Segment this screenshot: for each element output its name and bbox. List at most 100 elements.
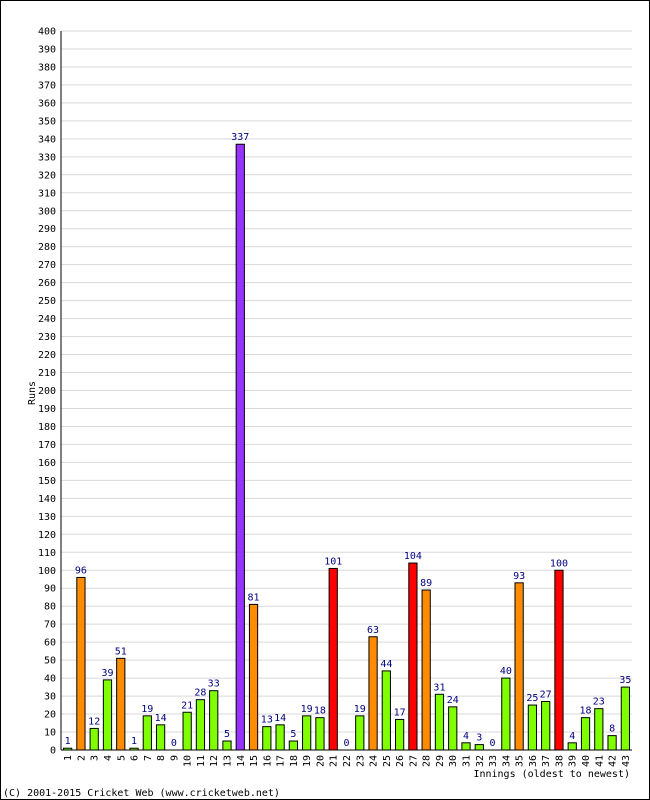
bar (209, 690, 219, 751)
data-label: 35 (619, 675, 631, 686)
x-tick-label: 20 (315, 755, 326, 767)
x-tick-label: 9 (169, 755, 180, 761)
data-label: 18 (314, 706, 326, 717)
data-label: 51 (115, 646, 127, 657)
data-label: 13 (261, 715, 273, 726)
bar (607, 735, 617, 751)
y-axis-ticks: 0 10 20 30 40 50 60 70 80 90 100 110 120 130 140 150 160… (38, 27, 56, 757)
bar (155, 724, 166, 751)
bar (275, 724, 285, 751)
data-label: 19 (354, 704, 366, 715)
y-tick-label: 40 (44, 674, 56, 685)
x-tick-label: 7 (143, 755, 154, 761)
y-tick-label: 30 (44, 692, 56, 703)
bar (102, 679, 113, 751)
bar (89, 727, 99, 751)
data-label: 100 (550, 558, 568, 569)
x-tick-label: 13 (222, 755, 233, 767)
data-label: 1 (65, 736, 71, 747)
data-label: 18 (579, 706, 591, 717)
x-tick-label: 15 (249, 755, 260, 767)
data-label: 33 (208, 679, 220, 690)
y-tick-label: 50 (44, 656, 56, 667)
data-label: 5 (290, 729, 296, 740)
bar (421, 589, 431, 751)
data-label: 44 (380, 659, 392, 670)
data-label: 93 (513, 571, 525, 582)
y-tick-label: 140 (38, 494, 56, 505)
y-tick-label: 180 (38, 422, 56, 433)
x-tick-label: 26 (395, 755, 406, 767)
y-tick-label: 350 (38, 116, 56, 127)
bar (195, 699, 206, 751)
x-tick-label: 11 (196, 755, 207, 767)
y-tick-label: 80 (44, 602, 56, 613)
x-tick-label: 41 (594, 755, 605, 767)
bar (594, 708, 604, 751)
bar (567, 742, 577, 751)
data-label: 63 (367, 625, 379, 636)
bar (514, 582, 524, 751)
data-label: 0 (343, 738, 349, 749)
y-tick-label: 250 (38, 296, 56, 307)
data-label: 8 (609, 724, 615, 735)
bar (368, 636, 378, 751)
bars (63, 143, 630, 751)
y-tick-label: 190 (38, 404, 56, 415)
x-tick-label: 34 (501, 755, 512, 767)
data-label: 25 (526, 693, 538, 704)
data-label: 104 (404, 551, 422, 562)
data-label: 81 (248, 592, 260, 603)
y-tick-label: 270 (38, 260, 56, 271)
y-tick-label: 400 (38, 27, 56, 38)
bar (355, 715, 365, 751)
data-label: 39 (101, 668, 113, 679)
y-tick-label: 120 (38, 530, 56, 541)
bar (620, 686, 630, 751)
data-label: 0 (490, 738, 496, 749)
bar (434, 693, 445, 751)
data-label: 101 (324, 556, 342, 567)
x-tick-label: 21 (329, 755, 340, 767)
bar (554, 569, 564, 751)
y-tick-label: 130 (38, 512, 56, 523)
y-tick-label: 20 (44, 710, 56, 721)
bar (248, 603, 259, 751)
x-tick-label: 28 (422, 755, 433, 767)
x-tick-label: 14 (236, 755, 247, 767)
x-tick-label: 12 (209, 755, 220, 767)
y-tick-label: 110 (38, 548, 56, 559)
x-tick-label: 17 (276, 755, 287, 767)
x-tick-label: 35 (515, 755, 526, 767)
x-tick-label: 18 (289, 755, 300, 767)
x-tick-label: 16 (262, 755, 273, 767)
bar (394, 718, 405, 751)
bar (262, 726, 272, 751)
x-axis-label: Innings (oldest to newest) (473, 769, 630, 780)
y-tick-label: 230 (38, 332, 56, 343)
y-tick-label: 290 (38, 224, 56, 235)
x-tick-label: 31 (462, 755, 473, 767)
y-tick-label: 60 (44, 638, 56, 649)
bar (235, 143, 245, 751)
y-tick-label: 240 (38, 314, 56, 325)
data-label: 19 (141, 704, 153, 715)
x-tick-label: 43 (621, 755, 632, 767)
y-tick-label: 100 (38, 566, 56, 577)
bar (381, 670, 391, 751)
x-tick-label: 24 (369, 755, 380, 767)
data-label: 19 (301, 704, 313, 715)
x-tick-label: 27 (408, 755, 419, 767)
y-tick-label: 280 (38, 242, 56, 253)
x-tick-label: 32 (475, 755, 486, 767)
data-label: 23 (593, 697, 605, 708)
y-axis-label: Runs (27, 381, 38, 405)
y-tick-label: 160 (38, 458, 56, 469)
x-tick-label: 1 (63, 755, 74, 761)
x-tick-label: 2 (76, 755, 87, 761)
x-tick-label: 8 (156, 755, 167, 761)
y-tick-label: 360 (38, 98, 56, 109)
x-tick-label: 25 (382, 755, 393, 767)
data-label: 4 (569, 731, 575, 742)
data-label: 96 (75, 565, 87, 576)
